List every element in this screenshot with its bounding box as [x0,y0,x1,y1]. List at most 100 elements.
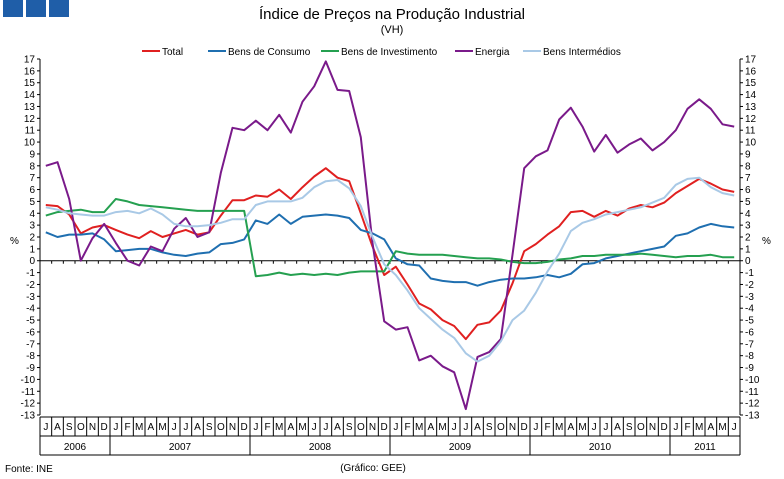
month-label: S [626,422,633,433]
y-tick-label-left: 0 [29,256,35,267]
month-label: D [241,422,248,433]
month-label: S [206,422,213,433]
logo-block-3 [49,0,69,17]
month-label: J [732,422,737,433]
month-label: M [298,422,306,433]
y-tick-label-left: -4 [26,304,35,315]
y-tick-label-left: -10 [21,375,36,386]
month-label: A [707,422,714,433]
y-tick-label-right: 16 [745,66,757,77]
y-tick-label-right: 3 [745,221,751,232]
y-tick-label-left: -6 [26,327,35,338]
y-tick-label-left: 6 [29,185,35,196]
credit-note: (Gráfico: GEE) [340,463,406,474]
y-tick-label-left: -11 [21,387,35,398]
y-tick-label-left: -13 [21,411,36,422]
y-tick-label-right: 2 [745,233,751,244]
y-tick-label-left: 13 [24,102,36,113]
year-label: 2011 [694,442,716,453]
y-tick-label-right: 7 [745,173,751,184]
y-tick-label-left: 11 [25,126,36,137]
y-tick-label-right: 14 [745,90,757,101]
month-label: J [673,422,678,433]
legend: Total Bens de Consumo Bens de Investimento… [142,47,621,58]
y-tick-label-right: 6 [745,185,751,196]
chart-title: Índice de Preços na Produção Industrial [259,6,525,23]
month-label: N [649,422,656,433]
y-tick-label-right: -11 [745,387,759,398]
legend-label-bens-de-consumo: Bens de Consumo [228,47,311,58]
month-label: A [287,422,294,433]
y-tick-label-right: -9 [745,363,754,374]
month-label: J [592,422,597,433]
y-tick-label-right: 5 [745,197,751,208]
series-line-bens-de-investimento [45,198,735,278]
month-label: S [66,422,73,433]
month-label: F [684,422,690,433]
month-label: J [603,422,608,433]
y-tick-label-right: -8 [745,351,754,362]
y-tick-label-left: 16 [24,66,36,77]
month-label: J [253,422,258,433]
y-tick-label-right: 15 [745,78,757,89]
month-label: M [135,422,143,433]
y-tick-label-left: -7 [26,339,35,350]
year-label: 2010 [589,442,612,453]
month-label: A [427,422,434,433]
y-tick-label-left: 12 [24,114,36,125]
month-label: S [486,422,493,433]
y-tick-label-left: 1 [29,244,35,255]
y-tick-label-right: 12 [745,114,757,125]
series-line-energia [45,60,735,411]
y-tick-label-left: 8 [29,161,35,172]
y-tick-label-left: 15 [24,78,36,89]
month-label: D [521,422,528,433]
month-label: O [357,422,365,433]
month-label: O [217,422,225,433]
y-tick-label-left: -3 [26,292,35,303]
month-label: F [264,422,270,433]
month-label: J [452,422,457,433]
y-tick-label-left: 4 [29,209,35,220]
y-tick-label-left: -5 [26,316,35,327]
y-tick-label-right: 0 [745,256,751,267]
legend-label-bens-de-investimento: Bens de Investimento [341,47,438,58]
month-label: J [312,422,317,433]
y-tick-label-left: 2 [29,233,35,244]
month-label: J [463,422,468,433]
legend-label-bens-intermedios: Bens Intermédios [543,47,621,58]
month-label: J [183,422,188,433]
month-label: O [637,422,645,433]
month-label: A [194,422,201,433]
legend-label-energia: Energia [475,47,510,58]
series-group [45,60,735,411]
y-tick-label-left: -12 [21,399,36,410]
logo-block-2 [26,0,46,17]
year-label: 2009 [449,442,472,453]
series-line-bens-intermedios [45,176,735,363]
month-label: O [77,422,85,433]
month-label: M [415,422,423,433]
y-tick-label-left: 14 [24,90,36,101]
y-tick-label-left: 5 [29,197,35,208]
month-label: A [614,422,621,433]
y-tick-label-left: -1 [26,268,35,279]
y-tick-label-right: -1 [745,268,754,279]
year-label: 2006 [64,442,87,453]
legend-label-total: Total [162,47,183,58]
y-tick-label-right: -4 [745,304,754,315]
y-tick-label-right: 8 [745,161,751,172]
month-label: N [509,422,516,433]
month-label: D [381,422,388,433]
y-tick-label-right: -7 [745,339,754,350]
month-label: S [346,422,353,433]
y-tick-label-left: 9 [29,149,35,160]
logo-block-1 [3,0,23,17]
month-label: N [89,422,96,433]
y-tick-label-right: -10 [745,375,760,386]
month-label: J [323,422,328,433]
month-label: J [43,422,48,433]
y-tick-label-left: 10 [24,138,36,149]
y-tick-label-right: 11 [745,126,756,137]
